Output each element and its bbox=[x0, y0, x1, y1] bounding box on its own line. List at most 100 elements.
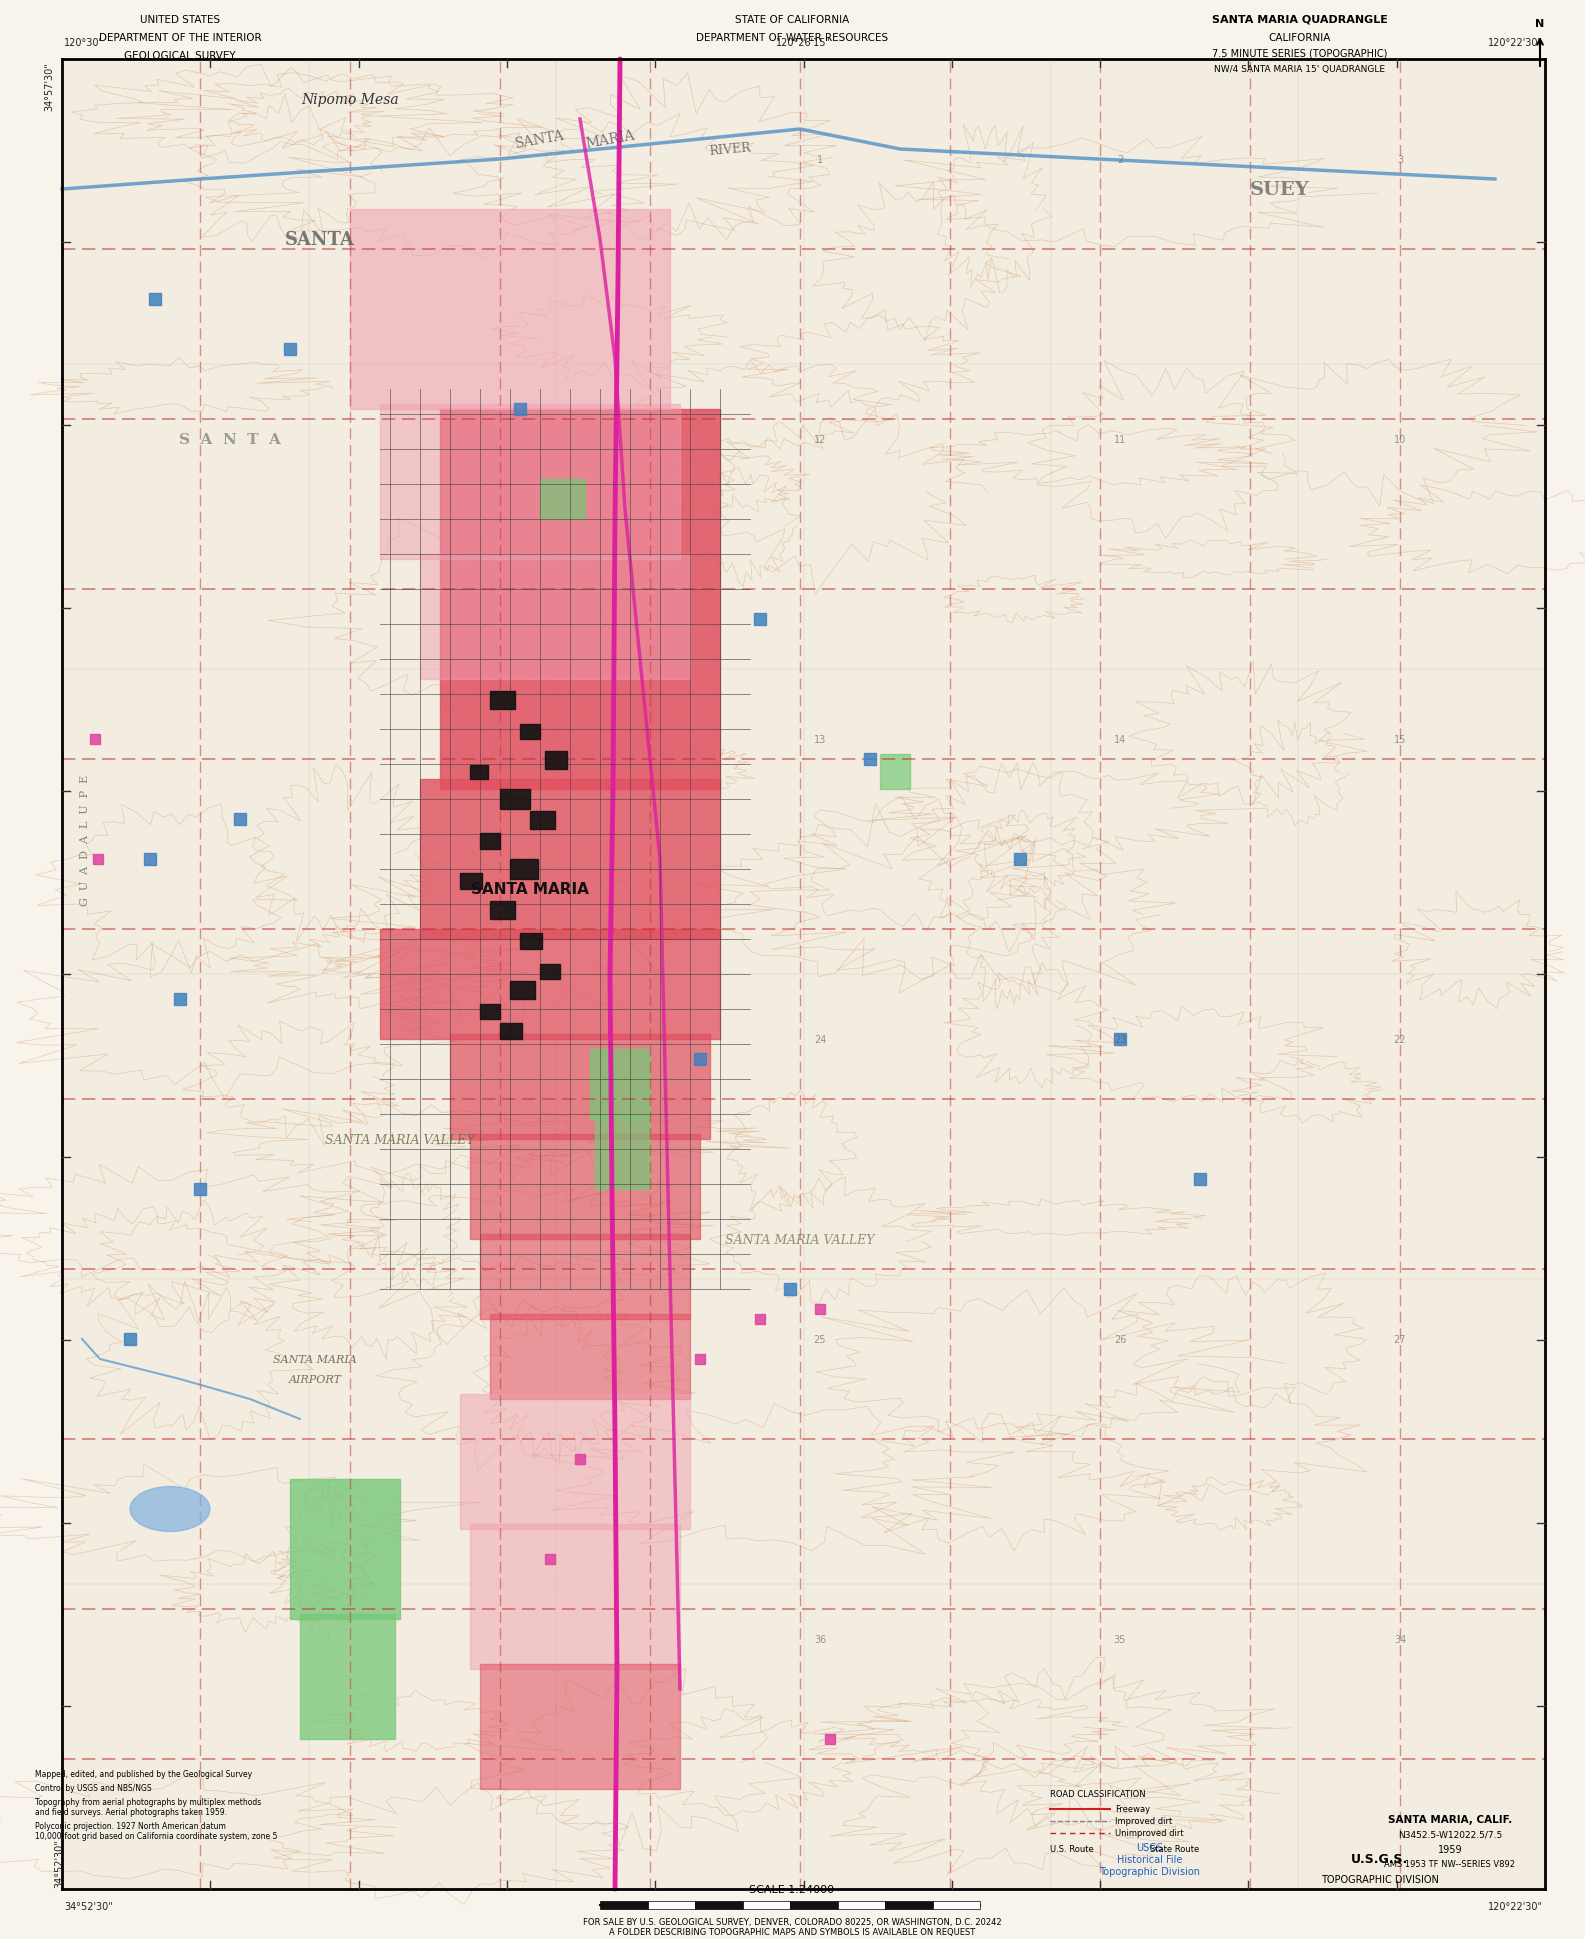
Bar bbox=[648, 1900, 694, 1910]
Bar bbox=[235, 814, 246, 826]
Text: 35: 35 bbox=[1114, 1635, 1127, 1644]
Bar bbox=[350, 209, 670, 409]
Bar bbox=[94, 855, 103, 865]
Text: 120°22'30": 120°22'30" bbox=[1488, 39, 1544, 48]
Text: TOPOGRAPHIC DIVISION: TOPOGRAPHIC DIVISION bbox=[1320, 1873, 1439, 1885]
Bar bbox=[490, 902, 515, 919]
Text: 22: 22 bbox=[1393, 1035, 1406, 1045]
Text: GEOLOGICAL SURVEY: GEOLOGICAL SURVEY bbox=[124, 50, 236, 60]
Bar bbox=[742, 1900, 789, 1910]
Text: 23: 23 bbox=[1114, 1035, 1127, 1045]
Bar bbox=[789, 1900, 837, 1910]
Bar bbox=[520, 933, 542, 950]
Text: Polyconic projection. 1927 North American datum
10,000-foot grid based on Califo: Polyconic projection. 1927 North America… bbox=[35, 1821, 277, 1840]
Text: N: N bbox=[1536, 19, 1545, 29]
Text: 13: 13 bbox=[813, 735, 826, 745]
Text: SANTA MARIA: SANTA MARIA bbox=[273, 1353, 357, 1365]
Bar bbox=[460, 874, 482, 890]
Bar bbox=[601, 1900, 648, 1910]
Text: SANTA MARIA VALLEY: SANTA MARIA VALLEY bbox=[726, 1233, 875, 1247]
Text: 27: 27 bbox=[1393, 1334, 1406, 1344]
Bar bbox=[520, 725, 540, 739]
Text: AMS 1953 TF NW--SERIES V892: AMS 1953 TF NW--SERIES V892 bbox=[1385, 1860, 1515, 1869]
Bar bbox=[785, 1284, 796, 1295]
Bar bbox=[480, 1235, 689, 1319]
Bar bbox=[471, 1524, 680, 1669]
Text: S  A  N  T  A: S A N T A bbox=[179, 432, 281, 446]
Text: CALIFORNIA: CALIFORNIA bbox=[1270, 33, 1331, 43]
Bar bbox=[694, 1900, 742, 1910]
Text: 25: 25 bbox=[813, 1334, 826, 1344]
Text: SCALE 1:24000: SCALE 1:24000 bbox=[750, 1885, 835, 1894]
Bar bbox=[694, 1053, 705, 1065]
Text: 10: 10 bbox=[1393, 434, 1406, 444]
Bar bbox=[514, 403, 526, 415]
Text: SUEY: SUEY bbox=[1251, 180, 1309, 200]
Text: 120°22'30": 120°22'30" bbox=[1488, 1900, 1544, 1912]
Text: G  U  A  D  A  L  U  P  E: G U A D A L U P E bbox=[79, 774, 90, 906]
Ellipse shape bbox=[130, 1487, 209, 1532]
Text: NW/4 SANTA MARIA 15' QUADRANGLE: NW/4 SANTA MARIA 15' QUADRANGLE bbox=[1214, 66, 1385, 74]
Text: DEPARTMENT OF THE INTERIOR: DEPARTMENT OF THE INTERIOR bbox=[98, 33, 262, 43]
Bar bbox=[884, 1900, 932, 1910]
Bar bbox=[380, 929, 720, 1039]
Bar bbox=[540, 964, 560, 979]
Bar bbox=[480, 834, 499, 849]
Text: 1959: 1959 bbox=[1438, 1844, 1463, 1854]
Text: USGS
Historical File
Topographic Division: USGS Historical File Topographic Divisio… bbox=[1100, 1842, 1200, 1875]
Text: SANTA MARIA: SANTA MARIA bbox=[471, 882, 590, 898]
Text: DEPARTMENT OF WATER RESOURCES: DEPARTMENT OF WATER RESOURCES bbox=[696, 33, 888, 43]
Bar bbox=[300, 1613, 395, 1739]
Text: U.S.G.S.: U.S.G.S. bbox=[1352, 1852, 1409, 1865]
Text: 15: 15 bbox=[1393, 735, 1406, 745]
Bar bbox=[510, 981, 536, 999]
Text: SANTA MARIA, CALIF.: SANTA MARIA, CALIF. bbox=[1388, 1815, 1512, 1825]
Bar bbox=[471, 766, 488, 779]
Text: Freeway: Freeway bbox=[1114, 1805, 1151, 1813]
Text: U.S. Route: U.S. Route bbox=[1049, 1844, 1094, 1854]
Bar bbox=[450, 1035, 710, 1140]
Bar bbox=[144, 853, 155, 865]
Bar bbox=[490, 692, 515, 710]
Bar bbox=[420, 555, 689, 681]
Bar bbox=[499, 789, 529, 811]
Text: N3452.5-W12022.5/7.5: N3452.5-W12022.5/7.5 bbox=[1398, 1830, 1503, 1838]
Text: 11: 11 bbox=[1114, 434, 1125, 444]
Bar bbox=[420, 779, 720, 940]
Bar bbox=[540, 479, 585, 520]
Bar bbox=[193, 1183, 206, 1194]
Bar bbox=[490, 1315, 689, 1400]
Bar bbox=[529, 812, 555, 830]
Text: State Route: State Route bbox=[1151, 1844, 1200, 1854]
Text: FOR SALE BY U.S. GEOLOGICAL SURVEY, DENVER, COLORADO 80225, OR WASHINGTON, D.C. : FOR SALE BY U.S. GEOLOGICAL SURVEY, DENV… bbox=[583, 1918, 1002, 1937]
Text: 36: 36 bbox=[813, 1635, 826, 1644]
Text: Unimproved dirt: Unimproved dirt bbox=[1114, 1828, 1184, 1838]
Text: SANTA: SANTA bbox=[514, 128, 566, 151]
Text: 34°57'30": 34°57'30" bbox=[44, 62, 54, 111]
Bar bbox=[575, 1454, 585, 1464]
Text: UNITED STATES: UNITED STATES bbox=[139, 16, 220, 25]
Text: 34: 34 bbox=[1393, 1635, 1406, 1644]
Bar bbox=[1194, 1173, 1206, 1185]
Text: Topography from aerial photographs by multiplex methods
and field surveys. Aeria: Topography from aerial photographs by mu… bbox=[35, 1797, 262, 1817]
Bar bbox=[90, 735, 100, 745]
Text: 34°52'30": 34°52'30" bbox=[63, 1900, 113, 1912]
Bar bbox=[284, 343, 296, 357]
Bar bbox=[837, 1900, 884, 1910]
Bar bbox=[460, 1394, 689, 1530]
Text: 24: 24 bbox=[813, 1035, 826, 1045]
Bar bbox=[380, 405, 680, 560]
Bar bbox=[815, 1305, 826, 1315]
Bar bbox=[499, 1024, 521, 1039]
Bar bbox=[545, 752, 567, 770]
Text: SANTA: SANTA bbox=[285, 231, 355, 248]
Text: 26: 26 bbox=[1114, 1334, 1127, 1344]
Bar bbox=[174, 993, 185, 1006]
Bar bbox=[594, 1119, 650, 1189]
Bar bbox=[1014, 853, 1025, 865]
Text: 12: 12 bbox=[813, 434, 826, 444]
Text: SANTA MARIA VALLEY: SANTA MARIA VALLEY bbox=[325, 1132, 475, 1146]
Bar bbox=[694, 1353, 705, 1365]
Text: ROAD CLASSIFICATION: ROAD CLASSIFICATION bbox=[1049, 1790, 1146, 1799]
Text: Control by USGS and NBS/NGS: Control by USGS and NBS/NGS bbox=[35, 1784, 152, 1792]
